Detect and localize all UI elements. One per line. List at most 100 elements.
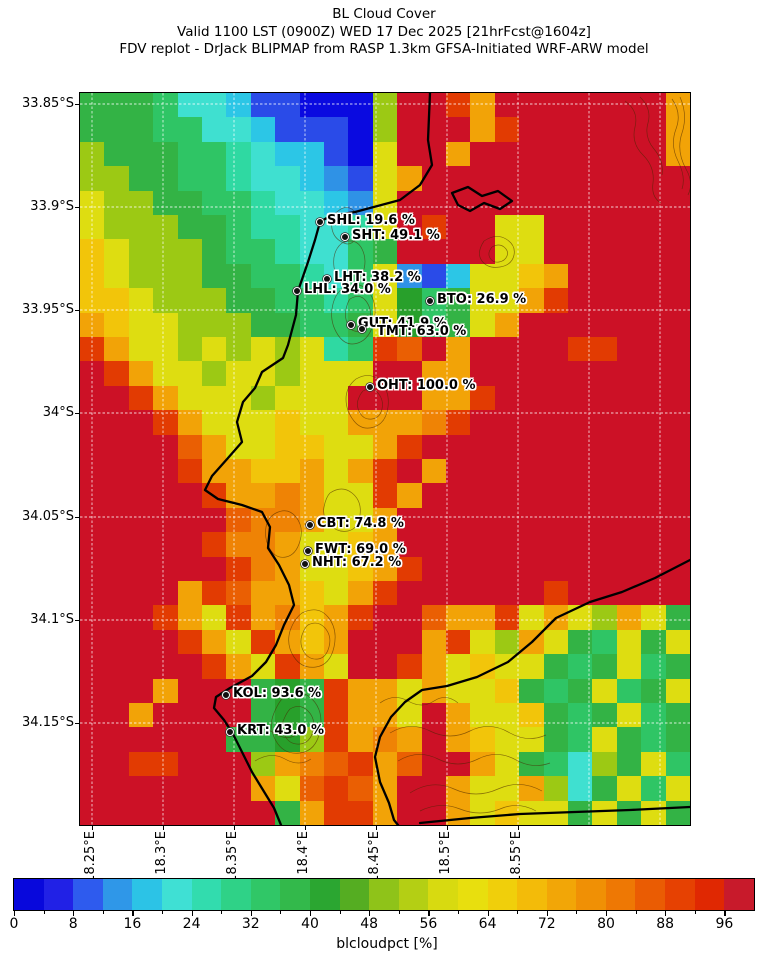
heatmap-cell	[202, 117, 227, 143]
heatmap-cell	[494, 361, 520, 387]
heatmap-cell	[80, 361, 105, 387]
heatmap-cell	[519, 166, 545, 192]
heatmap-cell	[324, 727, 349, 753]
heatmap-cell	[446, 215, 471, 240]
station-label: KOL: 93.6 %	[233, 686, 322, 701]
heatmap-cell	[128, 678, 154, 704]
colorbar-minor-tickmark	[221, 911, 223, 914]
heatmap-cell	[372, 581, 398, 606]
heatmap-cell	[104, 337, 130, 362]
coastline	[203, 93, 690, 825]
heatmap-cell	[153, 215, 179, 240]
station-dot-icon	[366, 383, 374, 391]
heatmap-cell	[128, 751, 154, 777]
heatmap-cell	[153, 483, 179, 509]
heatmap-cell	[397, 581, 423, 606]
heatmap-cell	[372, 263, 398, 289]
heatmap-cell	[372, 459, 398, 484]
heatmap-cell	[153, 93, 179, 118]
y-axis-tickmark	[75, 620, 80, 622]
x-axis-tickmark	[234, 825, 236, 830]
heatmap-cell	[519, 459, 545, 484]
heatmap-cell	[519, 532, 545, 558]
heatmap-cell	[128, 385, 154, 411]
colorbar-tick-label: 32	[241, 916, 260, 932]
heatmap-cell	[592, 629, 618, 655]
heatmap-cell	[519, 239, 545, 265]
heatmap-cell	[153, 532, 179, 558]
heatmap-cell	[421, 263, 447, 289]
x-axis-tickmark	[447, 825, 449, 830]
heatmap-cell	[372, 361, 398, 387]
y-axis-tick-label: 34°S	[42, 405, 74, 420]
heatmap-cell	[128, 337, 154, 362]
heatmap-cell	[80, 629, 105, 655]
heatmap-cell	[348, 703, 374, 728]
y-axis-tickmark	[75, 310, 80, 312]
heatmap-cell	[128, 629, 154, 655]
heatmap-cell	[348, 556, 374, 582]
heatmap-cell	[446, 117, 471, 143]
heatmap-cell	[348, 483, 374, 509]
heatmap-cell	[616, 507, 642, 533]
heatmap-cell	[128, 141, 154, 167]
heatmap-cell	[177, 166, 203, 192]
heatmap-cell	[202, 93, 227, 118]
heatmap-cell	[470, 776, 496, 802]
colorbar-segment	[280, 879, 310, 910]
heatmap-cell	[104, 166, 130, 192]
heatmap-cell	[226, 703, 252, 728]
heatmap-cell	[665, 703, 690, 728]
heatmap-cell	[641, 678, 667, 704]
heatmap-cell	[641, 312, 667, 338]
heatmap-cell	[641, 410, 667, 436]
heatmap-cell	[494, 459, 520, 484]
heatmap-cell	[275, 434, 301, 460]
heatmap-cell	[592, 141, 618, 167]
heatmap-cell	[519, 678, 545, 704]
heatmap-cell	[494, 166, 520, 192]
heatmap-cell	[397, 93, 423, 118]
heatmap-cell	[543, 581, 569, 606]
heatmap-cell	[470, 385, 496, 411]
heatmap-cell	[592, 654, 618, 680]
heatmap-cell	[470, 117, 496, 143]
heatmap-cell	[543, 629, 569, 655]
heatmap-cell	[153, 410, 179, 436]
station-dot-icon	[341, 233, 349, 241]
x-axis-tickmark	[92, 825, 94, 830]
heatmap-cell	[80, 288, 105, 314]
colorbar-minor-tickmark	[102, 911, 104, 914]
heatmap-cell	[153, 166, 179, 192]
station-label: SHL: 19.6 %	[327, 213, 415, 228]
y-axis-tick-label: 33.9°S	[30, 199, 74, 214]
heatmap-cell	[324, 337, 349, 362]
heatmap-cell	[592, 239, 618, 265]
x-axis-tickmark	[376, 825, 378, 830]
heatmap-cell	[470, 581, 496, 606]
heatmap-cell	[616, 141, 642, 167]
heatmap-cell	[104, 459, 130, 484]
station-label: OHT: 100.0 %	[377, 378, 476, 393]
heatmap-cell	[80, 190, 105, 216]
heatmap-cell	[616, 239, 642, 265]
heatmap-cell	[519, 751, 545, 777]
heatmap-cell	[202, 337, 227, 362]
heatmap-cell	[543, 751, 569, 777]
heatmap-cell	[494, 605, 520, 631]
heatmap-cell	[421, 93, 447, 118]
heatmap-cell	[372, 166, 398, 192]
heatmap-cell	[250, 751, 276, 777]
heatmap-cell	[153, 312, 179, 338]
heatmap-cell	[128, 581, 154, 606]
heatmap-cell	[421, 751, 447, 777]
heatmap-cell	[665, 141, 690, 167]
heatmap-cell	[177, 654, 203, 680]
heatmap-cell	[348, 93, 374, 118]
heatmap-cell	[202, 532, 227, 558]
heatmap-cell	[470, 337, 496, 362]
heatmap-cell	[202, 361, 227, 387]
heatmap-cell	[128, 703, 154, 728]
colorbar-segment	[14, 879, 44, 910]
heatmap-cell	[665, 288, 690, 314]
